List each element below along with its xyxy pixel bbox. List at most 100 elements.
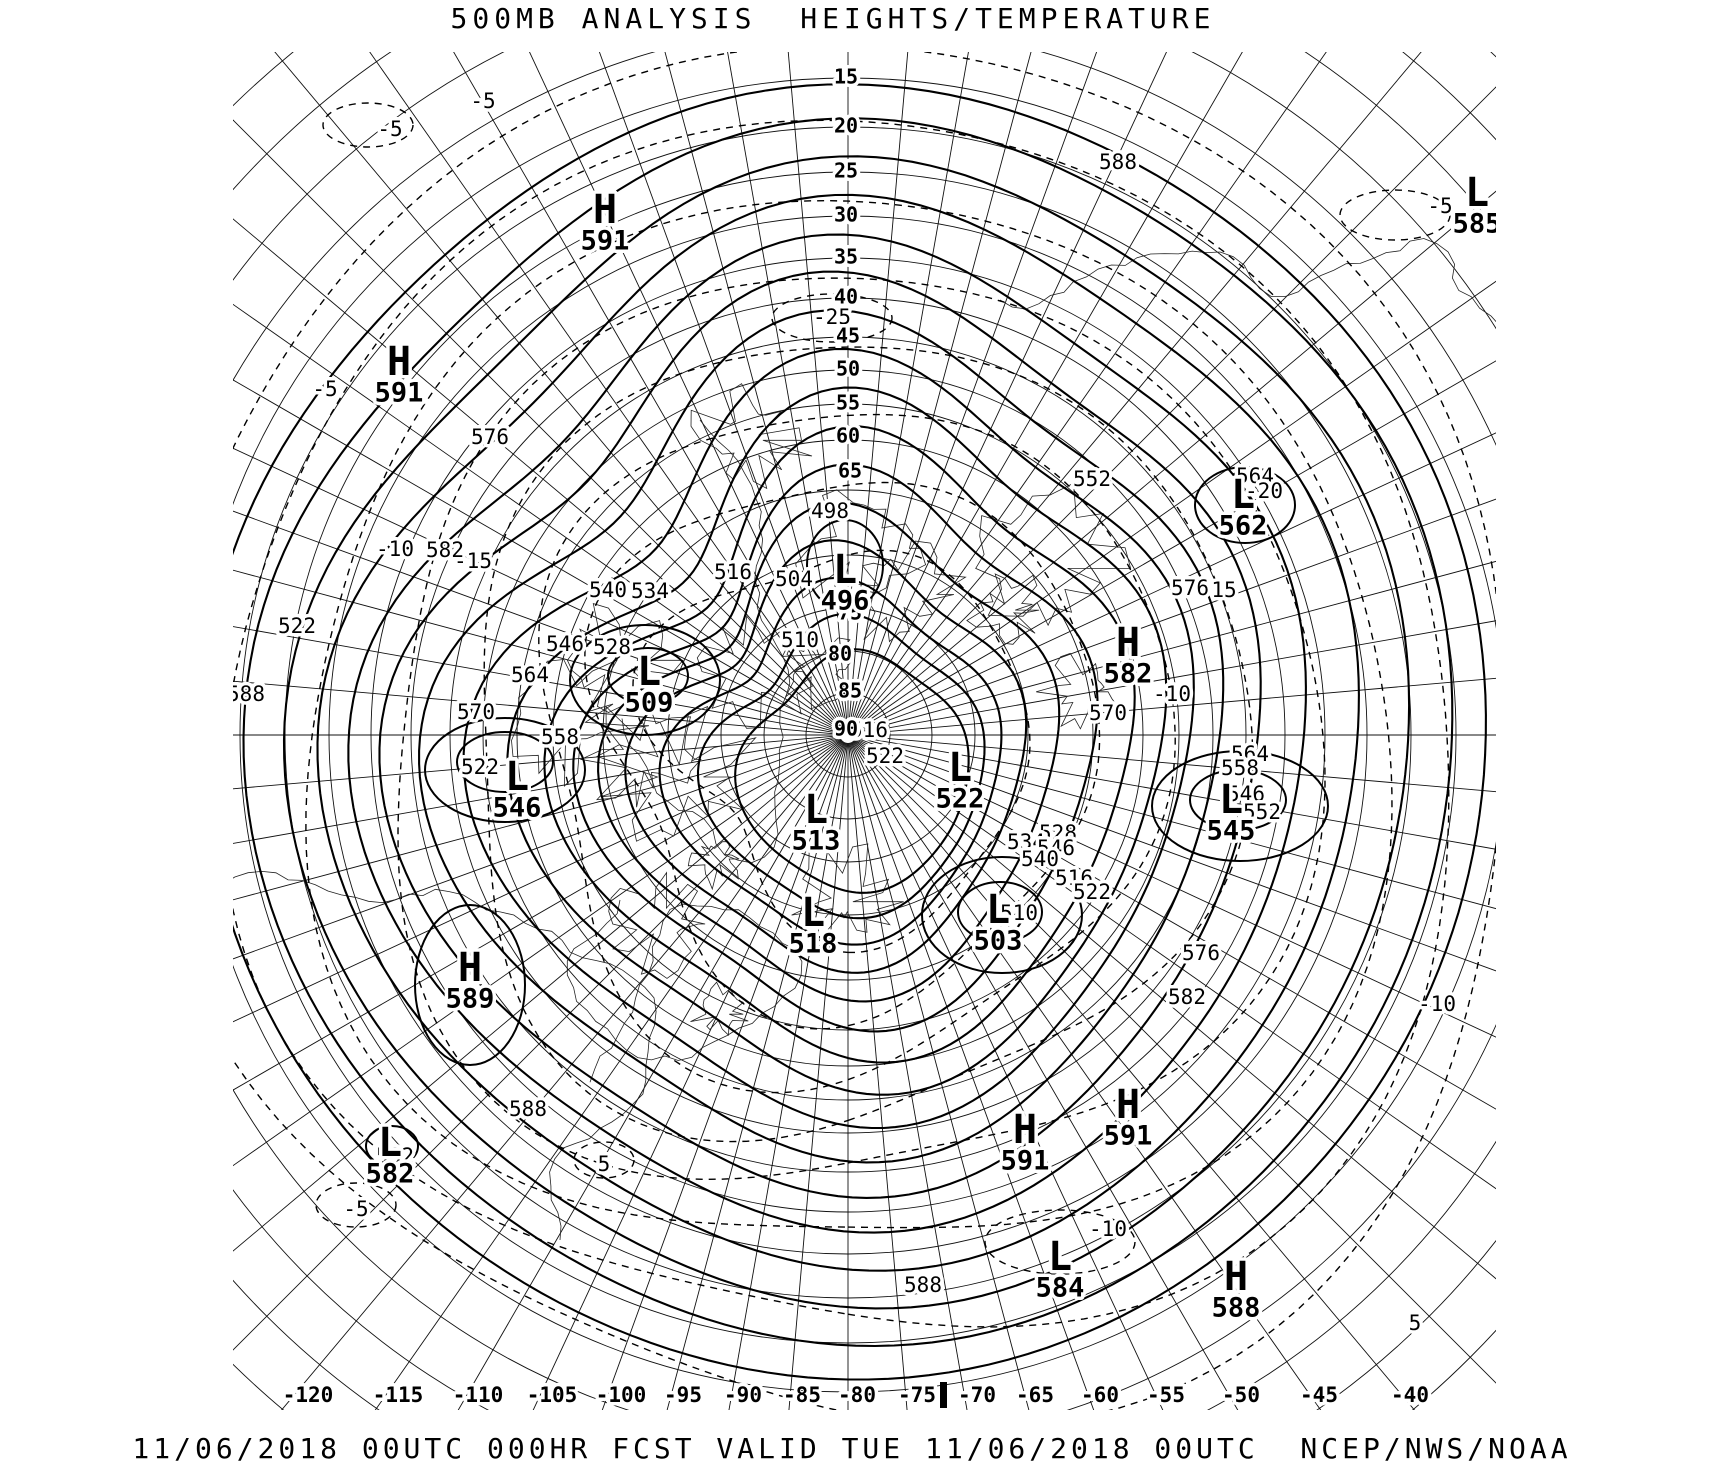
height-contour-label: 534 [631, 579, 669, 603]
temperature-contour-label: -10 [1153, 682, 1191, 706]
longitude-label: -75 [898, 1383, 936, 1407]
height-contour-label: 588 [509, 1097, 547, 1121]
meridian-line [855, 736, 1496, 910]
page-title: 500MB ANALYSIS HEIGHTS/TEMPERATURE [450, 2, 1216, 35]
meridian-line [787, 52, 848, 728]
meridian-line [851, 741, 1239, 1410]
center-cell-ring [607, 647, 689, 705]
height-contour-label: 540 [589, 578, 627, 602]
coastline-fragment [791, 843, 904, 943]
temperature-contour-label: -10 [1418, 992, 1456, 1016]
temperature-contour-label: 5 [1409, 1311, 1422, 1335]
latitude-label: 65 [838, 459, 862, 483]
height-contour-576 [282, 155, 1411, 1310]
meridian-line [274, 52, 844, 730]
temperature-contour-label: -25 [813, 305, 851, 329]
pressure-center-value: 591 [1001, 1146, 1050, 1177]
meridian-line [852, 740, 1415, 1410]
longitude-label: -85 [783, 1383, 821, 1407]
coastline-fragment [696, 614, 824, 729]
pressure-center-value: 582 [366, 1159, 415, 1190]
longitude-label: -70 [958, 1383, 996, 1407]
height-contour-label: 558 [541, 725, 579, 749]
meridian-line [666, 742, 847, 1410]
height-contour-label: 564 [1236, 464, 1274, 488]
meridian-line [854, 739, 1496, 1190]
latitude-label: 45 [836, 324, 860, 348]
coastline-fragment [690, 383, 813, 490]
height-contour-504 [696, 613, 986, 920]
meridian-line [369, 52, 844, 729]
pressure-center-letter: H [1013, 1107, 1037, 1153]
meridian-line [374, 741, 844, 1410]
pressure-center-value: 513 [792, 826, 841, 857]
height-contour-label: 576 [1182, 941, 1220, 965]
height-contour-label: 552 [1243, 800, 1281, 824]
height-contour-label: 552 [1073, 467, 1111, 491]
center-cell-ring [573, 1141, 635, 1179]
temperature-contour-label: -5 [377, 117, 402, 141]
temperature-contour-label: -5 [470, 89, 495, 113]
height-contour-label: 582 [376, 1144, 414, 1168]
meridian-line [848, 742, 968, 1410]
meridian-line [852, 52, 1327, 729]
height-contour-label: 516 [714, 560, 752, 584]
temperature-contour-label: -5 [1427, 194, 1452, 218]
center-cell-ring [921, 856, 1083, 974]
height-contour-label: 546 [546, 632, 584, 656]
coastline-path [233, 870, 657, 1241]
pressure-center-value: 582 [1104, 659, 1153, 690]
center-cells [315, 102, 1451, 1275]
meridian-line [529, 52, 846, 728]
pressure-center-value: 562 [1219, 511, 1268, 542]
pressure-center-value: 509 [625, 688, 674, 719]
meridian-line [855, 677, 1496, 735]
latitude-label: 35 [834, 245, 858, 269]
height-contour-546 [462, 347, 1195, 1130]
pressure-center-letter: L [948, 745, 972, 791]
meridian-line [233, 303, 842, 731]
longitude-label: -100 [596, 1383, 647, 1407]
meridian-line [854, 360, 1496, 732]
height-contour-label: 516 [850, 718, 888, 742]
longitude-label: -50 [1222, 1383, 1260, 1407]
center-cell-ring [365, 1125, 419, 1167]
meridian-line [855, 735, 1496, 793]
meridian-line [233, 735, 841, 844]
height-contour-label: 576 [1171, 576, 1209, 600]
meridian-line [848, 742, 908, 1410]
longitude-label: -105 [527, 1383, 578, 1407]
height-contour-label: 510 [1000, 901, 1038, 925]
pressure-center-value: 503 [974, 926, 1023, 957]
height-contour-label: 582 [426, 538, 464, 562]
coastline-fragment [608, 871, 706, 979]
height-contour-label: 588 [904, 1273, 942, 1297]
center-cell-ring [315, 1182, 397, 1228]
pressure-center-value: 591 [375, 378, 424, 409]
pressure-center-letter: L [1219, 777, 1243, 823]
meridian-line [855, 735, 1496, 850]
meridian-line [664, 52, 847, 728]
coastline-fragment [596, 705, 757, 842]
temperature-contour-label: 15 [1211, 578, 1236, 602]
temperature-contour-label: -10 [1089, 1217, 1127, 1241]
latitude-label: 40 [834, 285, 858, 309]
meridian-line [850, 52, 1098, 728]
meridian-line [598, 52, 846, 728]
height-contour-label: 582 [1168, 985, 1206, 1009]
meridian-line [853, 740, 1496, 1384]
latitude-label: 25 [834, 159, 858, 183]
latitude-label: 20 [834, 114, 858, 138]
center-cell-ring [456, 731, 554, 793]
latitude-label: 30 [834, 203, 858, 227]
height-contour-522 [597, 501, 1061, 1003]
temperature-contour-label: -5 [343, 1197, 368, 1221]
height-contour-label: 522 [461, 755, 499, 779]
center-cell-ring [569, 624, 721, 736]
height-contour-label: 522 [1073, 880, 1111, 904]
meridian-line [853, 86, 1496, 730]
height-contour-label: 510 [781, 628, 819, 652]
